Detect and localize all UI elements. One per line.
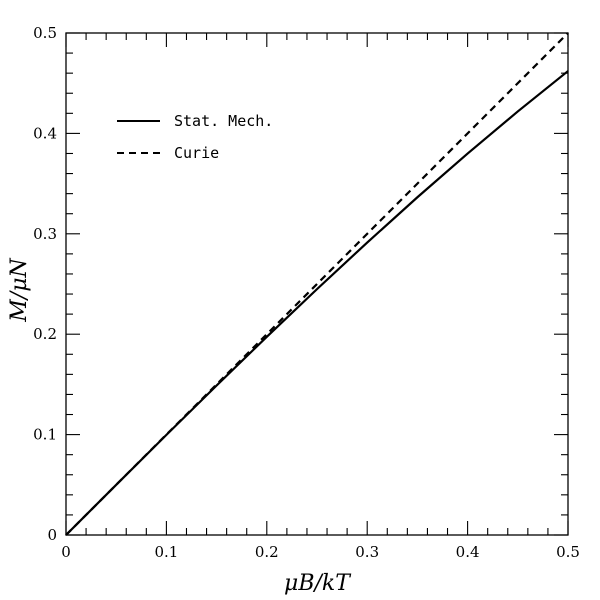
y-tick-label: 0.2 <box>33 325 57 343</box>
legend-label-curie: Curie <box>174 144 219 162</box>
legend-label-stat-mech: Stat. Mech. <box>174 112 273 130</box>
y-axis-title: M/μN <box>7 258 32 323</box>
x-tick-label: 0.4 <box>456 543 480 561</box>
y-tick-label: 0.1 <box>33 426 57 444</box>
x-tick-label: 0.1 <box>154 543 178 561</box>
x-tick-label: 0 <box>61 543 71 561</box>
plot-frame <box>65 32 569 536</box>
x-tick-label: 0.3 <box>355 543 379 561</box>
x-tick-label: 0.5 <box>556 543 580 561</box>
y-tick-label: 0.4 <box>33 124 57 142</box>
series-line-stat-mech <box>65 70 569 536</box>
y-tick-label: 0.3 <box>33 225 57 243</box>
x-axis-title: μB/kT <box>284 571 352 596</box>
y-tick-label: 0 <box>47 526 57 544</box>
legend: Stat. Mech. Curie <box>117 112 273 162</box>
x-tick-label: 0.2 <box>255 543 279 561</box>
y-tick-label: 0.5 <box>33 24 57 42</box>
series-line-curie <box>65 32 569 536</box>
